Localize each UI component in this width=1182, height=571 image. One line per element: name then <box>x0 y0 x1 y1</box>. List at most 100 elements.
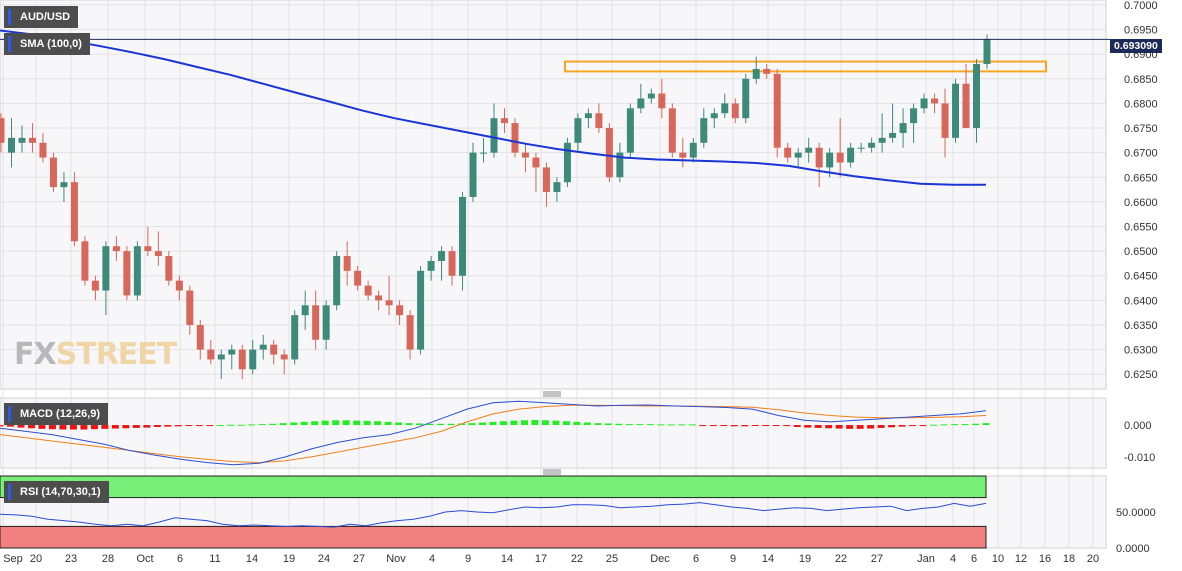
candle-body <box>889 132 897 138</box>
candle-body <box>815 147 823 168</box>
rsi-oversold-zone <box>0 525 987 549</box>
candle-body <box>175 280 183 291</box>
macd-histogram-bar <box>206 425 214 427</box>
candle-body <box>679 152 687 158</box>
macd-histogram-bar <box>185 425 193 427</box>
macd-histogram-bar <box>951 424 959 426</box>
x-tick-label: 25 <box>606 553 618 565</box>
macd-histogram-bar <box>741 425 749 427</box>
macd-histogram-bar <box>625 424 633 426</box>
macd-histogram-bar <box>762 425 770 427</box>
candle-body <box>259 344 267 350</box>
candle-body <box>217 354 225 360</box>
macd-histogram-bar <box>909 425 917 427</box>
macd-histogram-bar <box>269 423 277 426</box>
candle-body <box>878 137 886 143</box>
candle-body <box>291 315 299 360</box>
macd-histogram-bar <box>227 424 235 426</box>
macd-histogram-bar <box>279 423 287 426</box>
macd-histogram-bar <box>615 423 623 426</box>
macd-histogram-bar <box>814 425 822 428</box>
candle-body <box>721 103 729 114</box>
x-tick-label: Sep <box>3 553 23 565</box>
candle-body <box>375 295 383 301</box>
candle-body <box>322 305 330 340</box>
macd-histogram-bar <box>132 425 140 428</box>
candle-body <box>270 344 278 355</box>
macd-histogram-bar <box>342 420 350 426</box>
rsi-line <box>0 502 987 528</box>
macd-histogram-bar <box>930 424 938 426</box>
candle-body <box>521 152 529 158</box>
candle-body <box>102 246 110 291</box>
candle-body <box>731 103 739 119</box>
candle-body <box>500 118 508 124</box>
macd-panel-bg <box>0 397 1107 469</box>
macd-histogram-bar <box>667 424 675 426</box>
macd-histogram-bar <box>699 425 707 427</box>
candle-body <box>354 270 362 286</box>
flag-marker <box>8 36 11 52</box>
price-tick-label: 0.6300 <box>1124 345 1158 357</box>
macd-histogram-bar <box>888 425 896 428</box>
x-tick-label: 4 <box>429 553 435 565</box>
candle-body <box>626 108 634 153</box>
macd-histogram-bar <box>90 425 98 430</box>
macd-histogram-bar <box>499 421 507 426</box>
x-tick-label: 20 <box>1087 553 1099 565</box>
macd-histogram-bar <box>793 425 801 427</box>
x-tick-label: 22 <box>835 553 847 565</box>
macd-histogram-bar <box>384 421 392 426</box>
macd-histogram-bar <box>237 424 245 426</box>
x-tick-label: 11 <box>209 553 220 565</box>
macd-histogram-bar <box>353 420 361 426</box>
candle-body <box>983 39 991 65</box>
price-tick-label: 0.6750 <box>1124 123 1158 135</box>
price-tick-label: 0.7000 <box>1124 0 1158 12</box>
macd-histogram-bar <box>101 425 109 429</box>
macd-histogram-bar <box>17 425 25 428</box>
x-tick-label: 20 <box>30 553 42 565</box>
candle-body <box>186 290 194 325</box>
candle-body <box>689 142 697 158</box>
candle-body <box>448 251 456 276</box>
macd-histogram-bar <box>426 423 434 426</box>
macd-histogram-bar <box>982 423 990 426</box>
x-tick-label: 14 <box>762 553 774 565</box>
flag-marker <box>8 406 11 422</box>
candle-body <box>406 315 414 350</box>
candle-body <box>39 142 47 158</box>
candle-body <box>920 98 928 109</box>
candle-body <box>574 118 582 143</box>
candle-body <box>742 78 750 119</box>
macd-histogram-bar <box>111 425 119 429</box>
candle-body <box>773 73 781 148</box>
macd-histogram-bar <box>174 425 182 427</box>
candle-body <box>343 256 351 271</box>
candle-body <box>563 142 571 183</box>
x-tick-label: 6 <box>177 553 183 565</box>
candle-body <box>133 246 141 296</box>
candle-body <box>532 157 540 168</box>
macd-histogram-bar <box>0 425 4 427</box>
macd-histogram-bar <box>541 420 549 426</box>
macd-histogram-bar <box>751 425 759 427</box>
macd-histogram-bar <box>846 425 854 429</box>
candle-body <box>7 137 15 153</box>
candle-body <box>333 256 341 306</box>
macd-histogram-bar <box>657 424 665 426</box>
price-tick-label: 0.6550 <box>1124 222 1158 234</box>
x-tick-label: Nov <box>386 553 406 565</box>
x-tick-label: 22 <box>571 553 583 565</box>
candle-body <box>0 118 5 143</box>
candle-body <box>396 305 404 316</box>
candle-body <box>312 305 320 340</box>
candle-body <box>417 270 425 350</box>
price-tick-label: 0.6950 <box>1124 25 1158 37</box>
x-tick-label: 27 <box>353 553 365 565</box>
macd-histogram-bar <box>6 425 14 427</box>
candle-body <box>668 108 676 153</box>
macd-label: MACD (12,26,9) <box>4 403 109 425</box>
candle-body <box>49 157 57 188</box>
